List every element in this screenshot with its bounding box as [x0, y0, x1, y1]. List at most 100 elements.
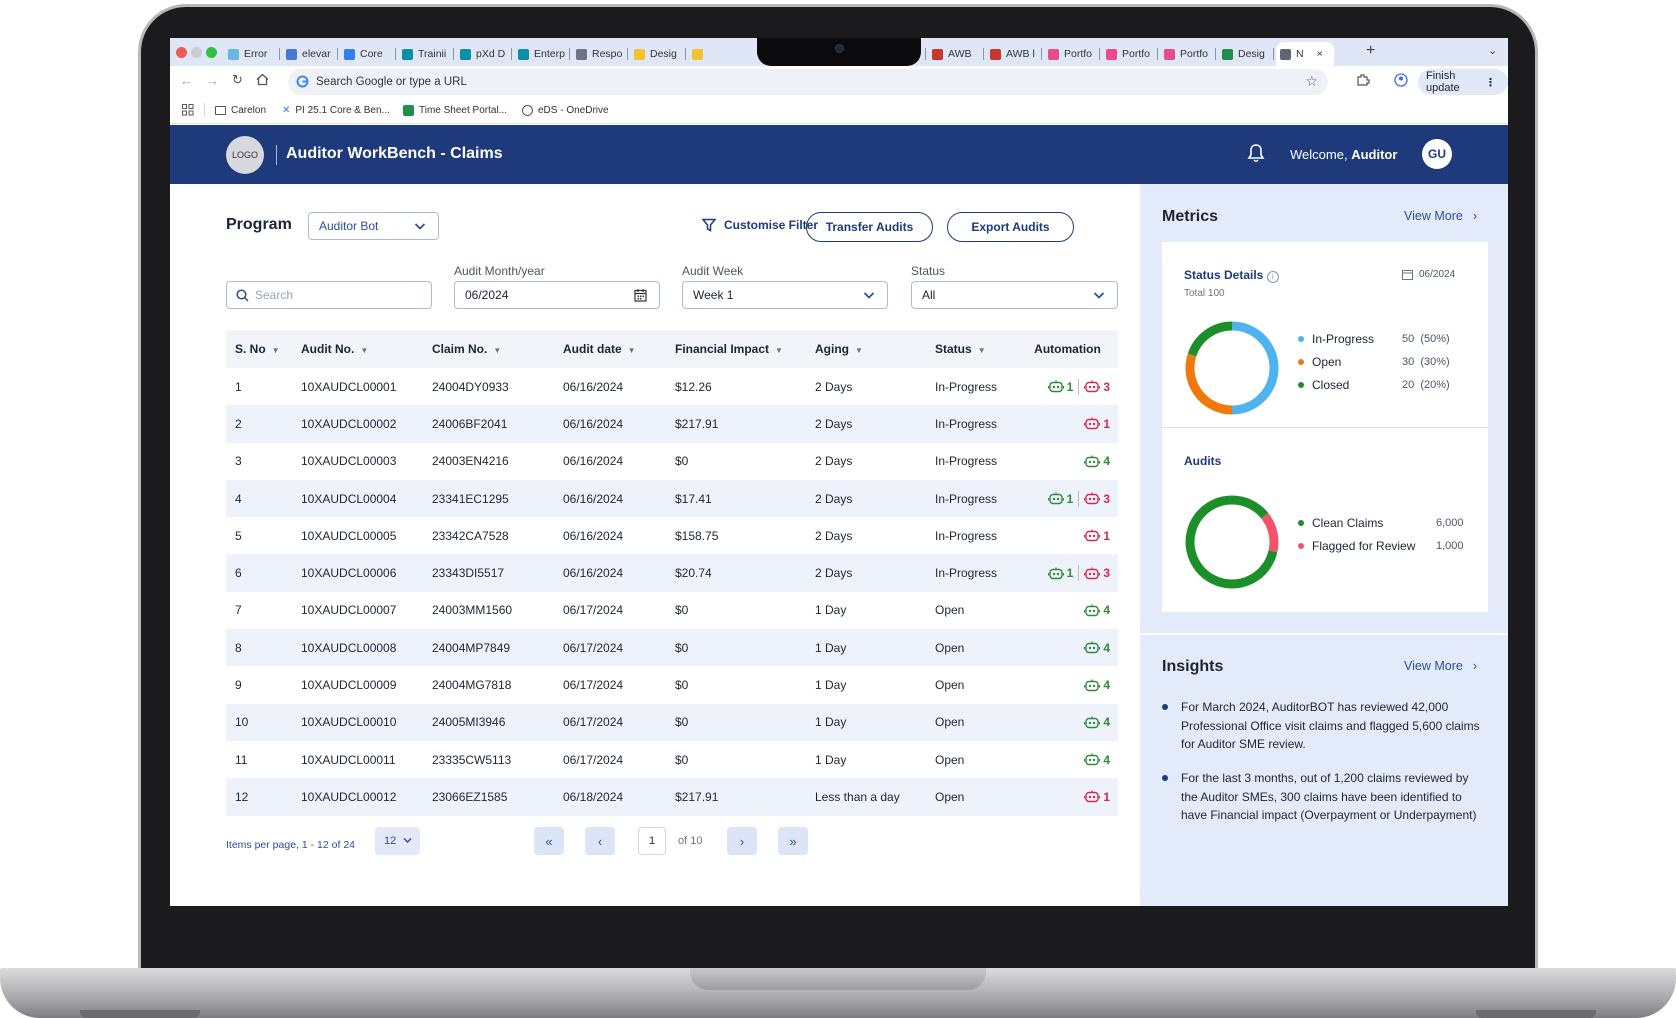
table-row[interactable]: 11 10XAUDCL00011 23335CW5113 06/17/2024 $0 1 …: [226, 741, 1118, 778]
browser-tab[interactable]: AWB l: [986, 42, 1040, 66]
current-page[interactable]: 1: [638, 827, 666, 855]
automation-passed-badge[interactable]: 4: [1084, 678, 1110, 692]
minimize-window-button[interactable]: [191, 47, 202, 58]
donut-slice-flagged-for-review[interactable]: [1261, 512, 1279, 553]
maximize-window-button[interactable]: [206, 47, 217, 58]
automation-passed-badge[interactable]: 1: [1047, 380, 1073, 394]
bookmark-timesheet[interactable]: Time Sheet Portal...: [403, 105, 507, 116]
header-status[interactable]: Status ▼: [926, 342, 1025, 356]
table-row[interactable]: 6 10XAUDCL00006 23343DI5517 06/16/2024 $20.7…: [226, 554, 1118, 592]
table-row[interactable]: 2 10XAUDCL00002 24006BF2041 06/16/2024 $217.…: [226, 405, 1118, 443]
browser-tab[interactable]: pXd D: [456, 42, 510, 66]
status-select[interactable]: All: [911, 281, 1118, 309]
home-icon[interactable]: [256, 73, 269, 91]
browser-tab[interactable]: Trainii: [398, 42, 452, 66]
browser-tab[interactable]: Error: [224, 42, 278, 66]
new-tab-button[interactable]: +: [1366, 42, 1376, 59]
table-row[interactable]: 4 10XAUDCL00004 23341EC1295 06/16/2024 $17.4…: [226, 479, 1118, 518]
reload-icon[interactable]: ↻: [232, 72, 243, 87]
header-audit-no[interactable]: Audit No. ▼: [292, 342, 423, 356]
browser-tab[interactable]: Portfo: [1160, 42, 1214, 66]
donut-slice-clean-claims[interactable]: [1185, 495, 1278, 589]
browser-tab[interactable]: Desig: [630, 42, 684, 66]
browser-tab[interactable]: Enterp: [514, 42, 568, 66]
avatar[interactable]: GU: [1422, 139, 1452, 169]
export-audits-button[interactable]: Export Audits: [947, 212, 1074, 242]
profile-icon[interactable]: [1394, 73, 1408, 92]
automation-flagged-badge[interactable]: 3: [1084, 566, 1110, 580]
header-aging[interactable]: Aging ▼: [806, 342, 926, 356]
program-select[interactable]: Auditor Bot: [308, 212, 439, 240]
audit-date-cell: 06/16/2024: [563, 454, 624, 469]
audit-week-select[interactable]: Week 1: [682, 281, 888, 309]
forward-icon[interactable]: →: [206, 73, 219, 88]
search-input[interactable]: Search: [226, 281, 432, 309]
automation-flagged-badge[interactable]: 1: [1084, 790, 1110, 804]
automation-flagged-badge[interactable]: 3: [1084, 380, 1110, 394]
browser-tab[interactable]: Respo: [572, 42, 626, 66]
header-financial-impact[interactable]: Financial Impact ▼: [666, 342, 806, 356]
audit-month-field[interactable]: 06/2024: [454, 281, 660, 309]
browser-tab[interactable]: Portfo: [1102, 42, 1156, 66]
browser-tab[interactable]: [688, 42, 718, 66]
bookmark-carelon[interactable]: Carelon: [215, 105, 266, 116]
automation-passed-badge[interactable]: 4: [1084, 715, 1110, 729]
extensions-icon[interactable]: [1356, 73, 1370, 92]
table-row[interactable]: 10 10XAUDCL00010 24005MI3946 06/17/2024 $0 1 …: [226, 703, 1118, 741]
automation-passed-badge[interactable]: 4: [1084, 454, 1110, 468]
table-row[interactable]: 3 10XAUDCL00003 24003EN4216 06/16/2024 $0 2 D…: [226, 443, 1118, 480]
automation-passed-badge[interactable]: 4: [1084, 641, 1110, 655]
browser-tab[interactable]: Core: [340, 42, 394, 66]
table-row[interactable]: 12 10XAUDCL00012 23066EZ1585 06/18/2024 $217…: [226, 778, 1118, 816]
previous-page-button[interactable]: ‹: [585, 827, 615, 855]
automation-passed-badge[interactable]: 4: [1084, 603, 1110, 617]
header-sno[interactable]: S. No ▼: [226, 342, 292, 356]
bookmark-star-icon[interactable]: ☆: [1305, 73, 1318, 89]
notification-bell-icon[interactable]: [1247, 143, 1265, 168]
tab-label: N: [1296, 48, 1304, 60]
calendar-icon[interactable]: [634, 288, 647, 305]
donut-slice-in-progress[interactable]: [1231, 321, 1279, 415]
next-page-button[interactable]: ›: [727, 827, 757, 855]
tab-search-chevron-icon[interactable]: ⌄: [1488, 45, 1498, 57]
bookmark-pi[interactable]: ✕ PI 25.1 Core & Ben...: [282, 105, 390, 116]
automation-flagged-badge[interactable]: 3: [1084, 492, 1110, 506]
apps-grid-icon[interactable]: [182, 104, 194, 119]
donut-slice-open[interactable]: [1185, 353, 1233, 415]
close-tab-icon[interactable]: ×: [1316, 48, 1323, 60]
transfer-audits-button[interactable]: Transfer Audits: [806, 212, 933, 242]
tab-separator: [1099, 48, 1100, 60]
browser-tab[interactable]: Portfo: [1044, 42, 1098, 66]
table-row[interactable]: 5 10XAUDCL00005 23342CA7528 06/16/2024 $158.…: [226, 517, 1118, 554]
table-row[interactable]: 7 10XAUDCL00007 24003MM1560 06/17/2024 $0 1 D…: [226, 592, 1118, 629]
automation-passed-badge[interactable]: 4: [1084, 753, 1110, 767]
last-page-button[interactable]: »: [778, 827, 808, 855]
table-row[interactable]: 9 10XAUDCL00009 24004MG7818 06/17/2024 $0 1 D…: [226, 666, 1118, 703]
first-page-button[interactable]: «: [534, 827, 564, 855]
donut-slice-closed[interactable]: [1187, 321, 1233, 357]
customise-filter-button[interactable]: Customise Filter: [702, 218, 818, 232]
automation-passed-badge[interactable]: 1: [1047, 566, 1073, 580]
bookmark-onedrive[interactable]: eDS - OneDrive: [522, 105, 609, 116]
page-size-select[interactable]: 12: [375, 827, 420, 855]
metrics-view-more-link[interactable]: View More ›: [1404, 209, 1477, 223]
back-icon[interactable]: ←: [180, 73, 193, 88]
close-window-button[interactable]: [176, 47, 187, 58]
address-bar[interactable]: Search Google or type a URL ☆: [288, 69, 1328, 95]
browser-tab[interactable]: elevar: [282, 42, 336, 66]
automation-flagged-badge[interactable]: 1: [1084, 529, 1110, 543]
tab-label: Error: [244, 48, 268, 60]
info-icon[interactable]: i: [1266, 271, 1279, 283]
table-row[interactable]: 8 10XAUDCL00008 24004MP7849 06/17/2024 $0 1 D…: [226, 629, 1118, 667]
insights-view-more-link[interactable]: View More ›: [1404, 659, 1477, 673]
header-claim-no[interactable]: Claim No. ▼: [423, 342, 554, 356]
header-label: S. No: [235, 342, 266, 356]
finish-update-button[interactable]: Finish update ⋮: [1418, 69, 1508, 95]
browser-tab[interactable]: Desig: [1218, 42, 1272, 66]
browser-tab[interactable]: AWB: [928, 42, 982, 66]
browser-tab[interactable]: N ×: [1276, 42, 1334, 66]
header-audit-date[interactable]: Audit date ▼: [554, 342, 666, 356]
table-row[interactable]: 1 10XAUDCL00001 24004DY0933 06/16/2024 $12.2…: [226, 368, 1118, 405]
automation-flagged-badge[interactable]: 1: [1084, 417, 1110, 431]
automation-passed-badge[interactable]: 1: [1047, 492, 1073, 506]
